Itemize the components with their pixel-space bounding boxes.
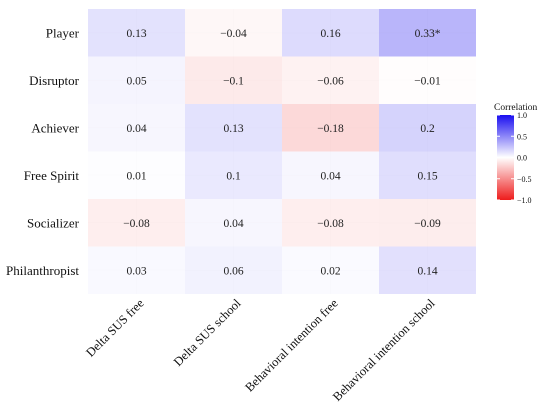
heatmap-cell [88, 151, 185, 199]
cell-value-label: 0.03 [126, 265, 146, 277]
column-label: Behavioral intention school [330, 296, 438, 404]
cell-value-label: −0.08 [123, 218, 150, 230]
heatmap-cell [185, 199, 282, 247]
heatmap-cell [379, 246, 476, 294]
heatmap-cell [379, 104, 476, 152]
heatmap-cell [185, 56, 282, 104]
row-label: Achiever [31, 120, 79, 135]
cell-value-label: 0.04 [126, 123, 146, 135]
heatmap-cell [282, 9, 379, 57]
cell-value-label: 0.05 [126, 75, 146, 87]
heatmap-cell [88, 199, 185, 247]
heatmap-cell [88, 246, 185, 294]
heatmap-cell [379, 56, 476, 104]
column-label: Delta SUS free [83, 296, 147, 360]
row-label: Socializer [27, 215, 80, 230]
heatmap-cell [379, 151, 476, 199]
cell-value-label: −0.01 [414, 75, 441, 87]
cell-value-label: 0.14 [417, 265, 437, 277]
heatmap-cell [185, 151, 282, 199]
column-label: Delta SUS school [171, 296, 244, 369]
heatmap-cells [88, 9, 476, 294]
cell-value-label: −0.1 [223, 75, 244, 87]
cell-value-label: 0.16 [320, 28, 340, 40]
legend-tick-label: −1.0 [517, 196, 532, 205]
heatmap-cell [282, 199, 379, 247]
cell-value-label: −0.09 [414, 218, 441, 230]
heatmap-cell [88, 56, 185, 104]
legend-tick-label: 1.0 [517, 111, 527, 120]
column-label: Behavioral intention free [242, 296, 341, 395]
cell-value-label: −0.04 [220, 28, 247, 40]
column-labels: Delta SUS free Delta SUS schoolBehavioral… [83, 296, 438, 404]
row-label: Player [46, 25, 80, 40]
cell-value-label: 0.02 [320, 265, 340, 277]
cell-value-label: 0.15 [417, 170, 437, 182]
cell-value-label: −0.06 [317, 75, 344, 87]
cell-value-label: 0.2 [420, 123, 435, 135]
legend-tick-label: 0.0 [517, 154, 527, 163]
cell-value-label: 0.06 [223, 265, 243, 277]
heatmap-cell [88, 9, 185, 57]
row-labels: Player Disruptor Achiever Free Spirit Social… [6, 25, 80, 278]
heatmap-cell [185, 104, 282, 152]
heatmap-cell [88, 104, 185, 152]
cell-value-label: 0.04 [320, 170, 340, 182]
heatmap-cell [282, 56, 379, 104]
row-label: Philanthropist [6, 263, 79, 278]
cell-value-label: −0.18 [317, 123, 344, 135]
legend-tick-label: 0.5 [517, 132, 527, 141]
cell-value-label: 0.01 [126, 170, 146, 182]
cell-value-labels: 0.13 −0.04 0.16 0.33* 0.05 −0.1 −0.06 −0.01 0.04… [123, 28, 441, 278]
heatmap-cell [379, 199, 476, 247]
heatmap-cell [282, 151, 379, 199]
heatmap-cell [282, 104, 379, 152]
heatmap-cell [185, 9, 282, 57]
legend-title: Correlation [494, 103, 538, 113]
cell-value-label: 0.13 [126, 28, 146, 40]
heatmap-cell [185, 246, 282, 294]
cell-value-label: 0.1 [226, 170, 241, 182]
cell-value-label: 0.13 [223, 123, 243, 135]
legend-ticks: 1.0 0.5 0.0 −0.5 −1.0 [497, 111, 532, 205]
cell-value-label: −0.08 [317, 218, 344, 230]
heatmap-cell [282, 246, 379, 294]
legend-colorbar [497, 115, 514, 200]
cell-value-label: 0.33* [415, 28, 441, 40]
legend: Correlation 1.0 0.5 0.0 −0.5 −1.0 [494, 103, 538, 205]
legend-tick-label: −0.5 [517, 175, 532, 184]
row-label: Disruptor [29, 73, 80, 88]
row-label: Free Spirit [24, 168, 80, 183]
cell-value-label: 0.04 [223, 218, 243, 230]
heatmap-cell [379, 9, 476, 57]
